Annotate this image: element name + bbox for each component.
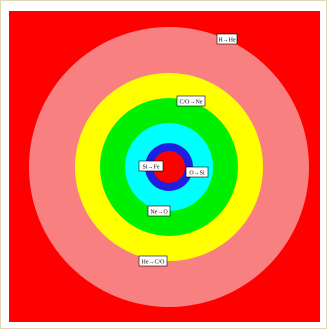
label-o-si-text: O→Si [189, 171, 205, 177]
label-o-si: O→Si [185, 166, 209, 178]
label-co-ne: C/O→Ne [176, 95, 206, 107]
label-co-ne-text: C/O→Ne [180, 100, 203, 106]
label-ne-o-text: Ne→O [150, 210, 168, 216]
label-he-co: He→C/O [138, 255, 168, 267]
label-ne-o: Ne→O [147, 205, 171, 217]
label-si-fe-text: Si→Fe [142, 165, 159, 171]
label-he-co-text: He→C/O [142, 260, 166, 266]
iron-core [153, 151, 185, 183]
label-h-he-text: H→He [218, 38, 236, 44]
label-si-fe: Si→Fe [138, 160, 164, 172]
label-h-he: H→He [216, 33, 238, 45]
